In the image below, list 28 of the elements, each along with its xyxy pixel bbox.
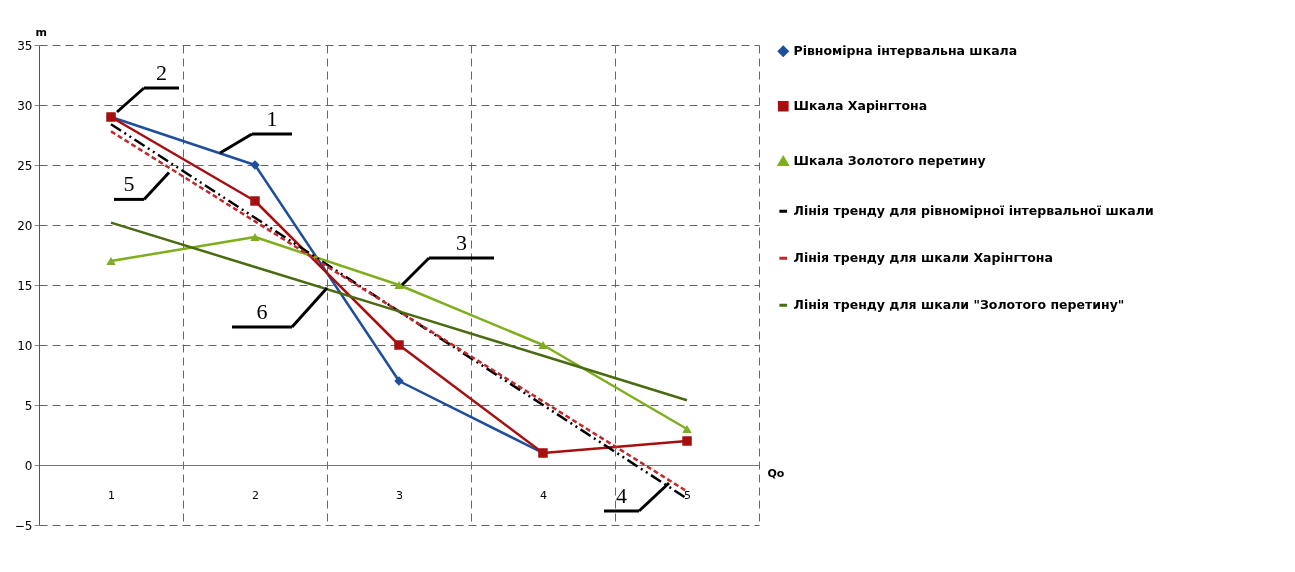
y-tick-label: 35 — [17, 38, 33, 53]
legend-label: Шкала Харінгтона — [793, 98, 928, 114]
x-tick-label: 3 — [396, 488, 403, 502]
x-tick-label: 4 — [540, 488, 547, 502]
x-tick-label: 1 — [108, 488, 115, 502]
x-axis-title: Qo — [767, 466, 785, 480]
y-tick-label: 15 — [17, 278, 33, 293]
legend-label: Лінія тренду для шкали "Золотого перетину" — [793, 297, 1125, 313]
y-axis-title: m — [35, 25, 47, 39]
legend-label: Рівномірна інтервальна шкала — [793, 43, 1018, 59]
annotation: 1 — [266, 106, 278, 131]
x-tick-label: 5 — [684, 488, 691, 502]
y-tick-label: 0 — [24, 458, 33, 473]
y-tick-label: 10 — [17, 338, 33, 353]
legend-label: Лінія тренду для шкали Харінгтона — [793, 250, 1053, 266]
legend-label: Шкала Золотого перетину — [793, 153, 986, 169]
annotation: 3 — [456, 230, 467, 255]
legend-label: Лінія тренду для рівномірної інтервальної шкали — [793, 203, 1154, 219]
y-tick-label: 25 — [17, 158, 33, 173]
annotation: 5 — [123, 171, 135, 197]
y-tick-label: −5 — [14, 518, 33, 533]
y-tick-label: 20 — [17, 218, 33, 233]
y-tick-label: 5 — [24, 398, 33, 413]
line-series — [109, 221, 689, 402]
annotation: 6 — [256, 299, 268, 324]
annotation: 2 — [156, 60, 167, 85]
x-tick-label: 2 — [252, 488, 259, 502]
y-tick-label: 30 — [17, 98, 33, 113]
